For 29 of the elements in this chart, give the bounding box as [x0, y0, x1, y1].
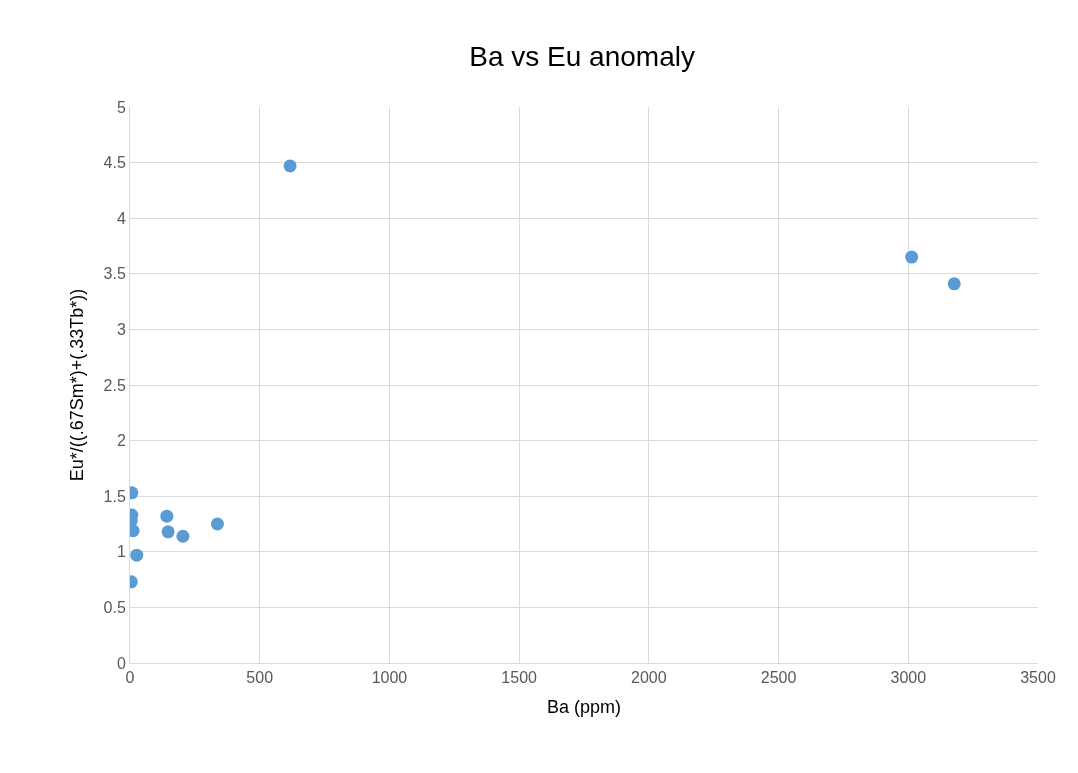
x-tick-label: 1000: [371, 669, 408, 687]
point: [160, 509, 174, 523]
y-tick-label: 2.5: [103, 376, 126, 394]
y-tick-label: 1.5: [103, 487, 126, 505]
point: [130, 548, 144, 562]
point: [176, 529, 190, 543]
y-tick-label: 0: [116, 654, 126, 672]
x-tick-label: 2500: [760, 669, 797, 687]
y-tick-label: 1: [116, 543, 126, 561]
x-tick-label: 1500: [501, 669, 538, 687]
point: [947, 277, 961, 291]
x-tick-label: 500: [246, 669, 274, 687]
x-tick-label: 3000: [890, 669, 927, 687]
y-tick-label: 3.5: [103, 265, 126, 283]
point: [905, 250, 919, 264]
y-tick-label: 4: [116, 209, 126, 227]
point: [210, 517, 224, 531]
x-tick-label: 3500: [1020, 669, 1056, 687]
x-axis-title: Ba (ppm): [546, 697, 622, 718]
y-tick-label: 5: [116, 98, 126, 116]
y-axis-title: Eu*/((.67Sm*)+(.33Tb*)): [66, 288, 87, 482]
y-tick-label: 3: [116, 321, 126, 338]
chart-title: Ba vs Eu anomaly: [469, 40, 695, 72]
y-tick-label: 2: [116, 432, 126, 450]
y-tick-label: 4.5: [103, 154, 126, 172]
point: [283, 159, 297, 173]
x-tick-label: 2000: [631, 669, 667, 687]
point: [161, 525, 175, 539]
y-tick-label: 0.5: [103, 599, 126, 616]
